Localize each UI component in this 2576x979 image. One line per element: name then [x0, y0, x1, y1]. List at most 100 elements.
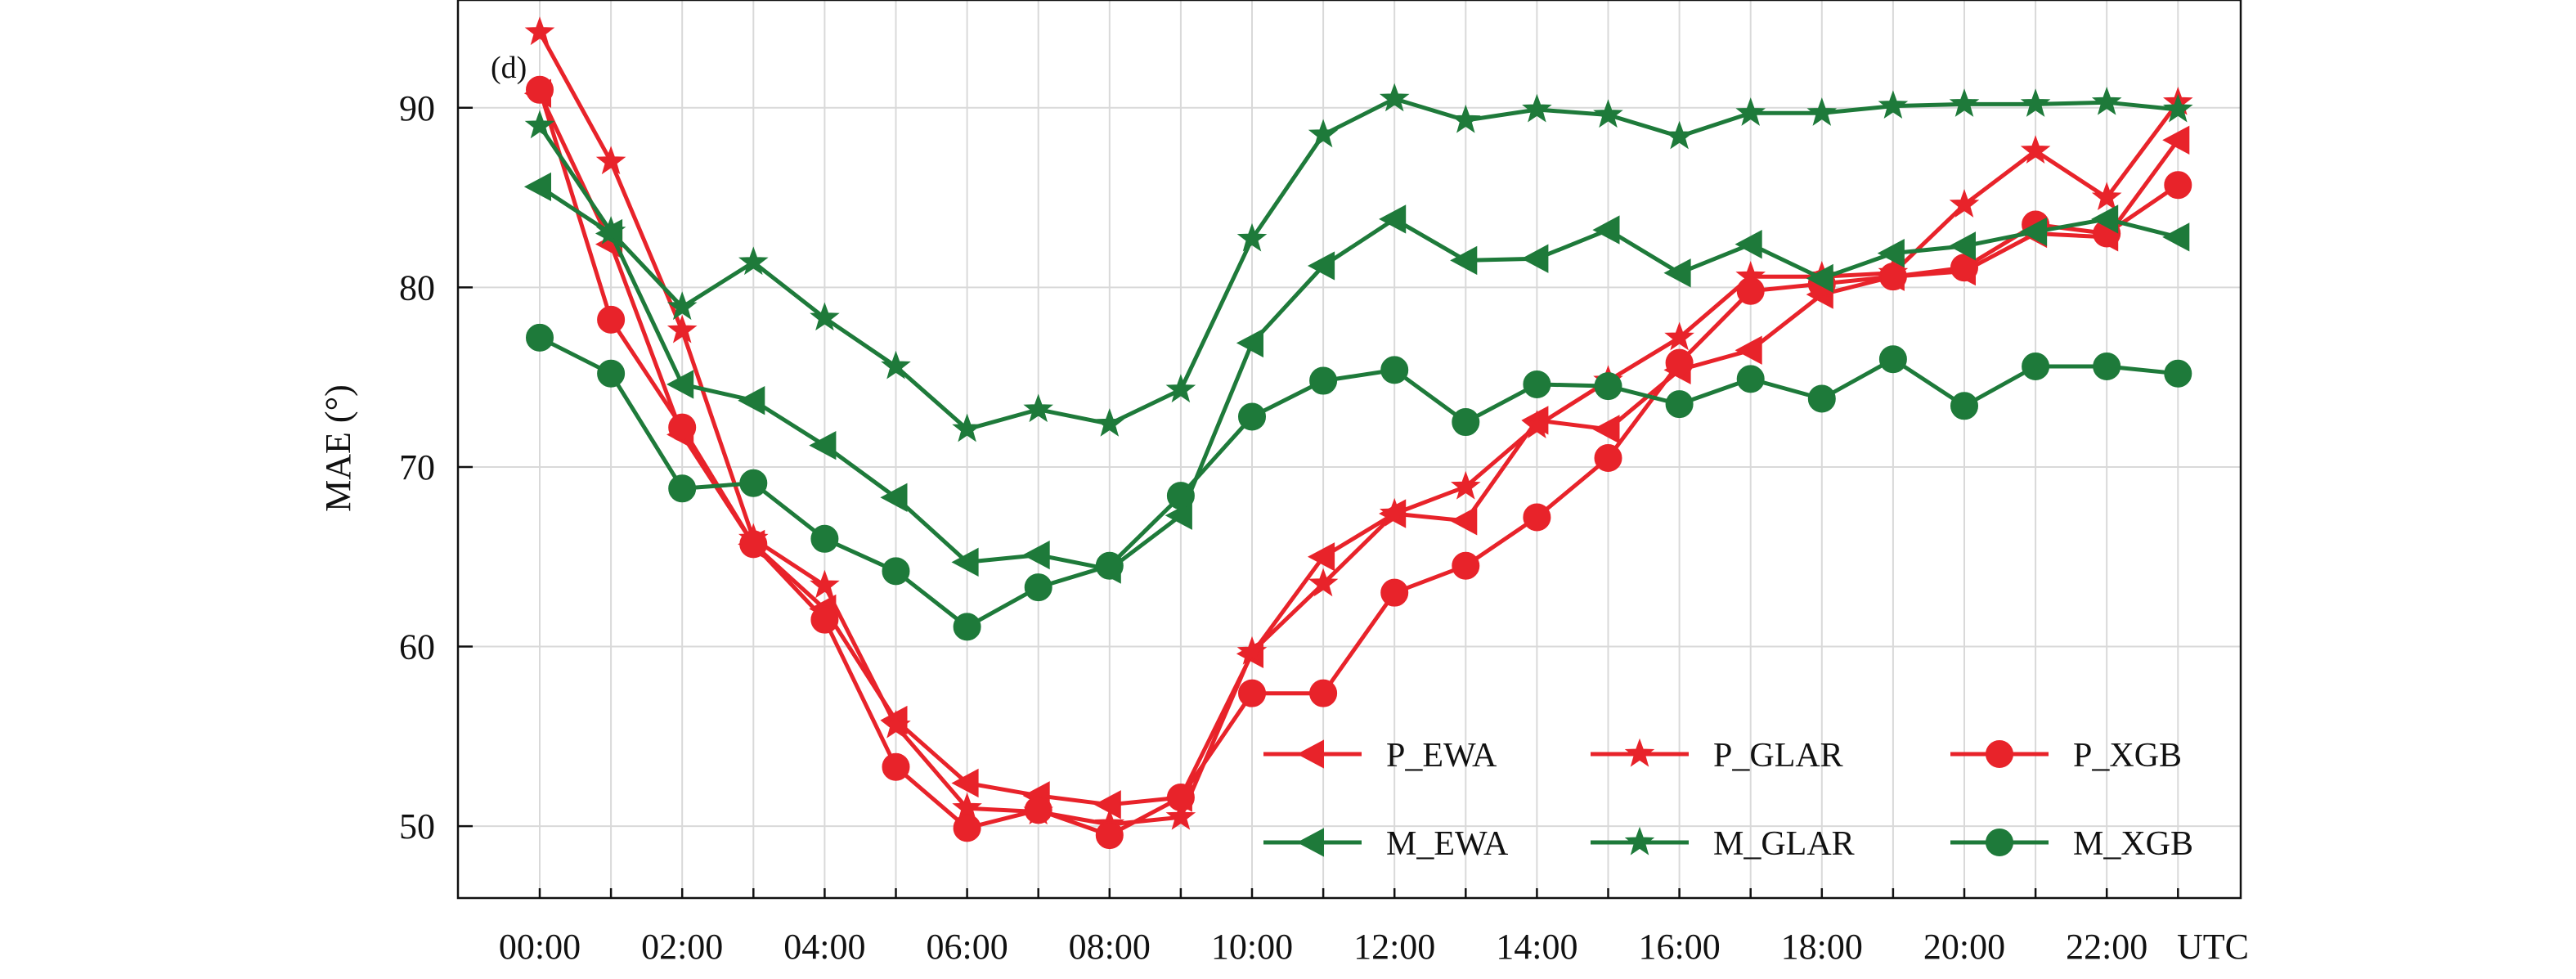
- data-point: [1806, 263, 1833, 294]
- data-point: [526, 323, 554, 352]
- data-point: [1736, 365, 1765, 393]
- data-point: [952, 793, 982, 821]
- data-point: [2019, 217, 2048, 246]
- data-point: [2163, 93, 2193, 123]
- data-point: [668, 474, 697, 503]
- data-point: [1309, 366, 1338, 395]
- x-tick-label: 18:00: [1781, 927, 1863, 967]
- series-p-ewa: [523, 79, 2190, 820]
- data-point: [1380, 356, 1409, 384]
- data-point: [1023, 393, 1053, 423]
- data-point: [951, 547, 979, 577]
- data-point: [1238, 679, 1266, 707]
- legend-label: M_EWA: [1386, 825, 1509, 863]
- data-point: [1949, 88, 1980, 117]
- data-point: [1451, 470, 1481, 500]
- data-point: [1093, 790, 1121, 820]
- data-point: [881, 710, 911, 739]
- data-point: [1379, 204, 1407, 234]
- legend-item-p-glar: P_GLAR: [1591, 737, 1843, 775]
- data-point: [1523, 370, 1551, 398]
- data-point: [666, 370, 694, 399]
- data-point: [2022, 352, 2050, 380]
- x-tick-label: 04:00: [783, 927, 865, 967]
- data-point: [1166, 784, 1195, 812]
- data-point: [1735, 229, 1762, 259]
- data-point: [2091, 204, 2119, 234]
- data-point: [597, 359, 626, 388]
- x-tick-label: 22:00: [2066, 927, 2147, 967]
- data-point: [668, 413, 697, 442]
- y-tick-label: 60: [399, 627, 435, 667]
- x-tick-label: 08:00: [1069, 927, 1151, 967]
- panel-label: (d): [491, 51, 527, 85]
- data-point: [1379, 497, 1410, 527]
- data-point: [1452, 551, 1480, 580]
- series-m-xgb: [526, 323, 2192, 641]
- x-tick-label: 16:00: [1638, 927, 1720, 967]
- data-point: [2162, 222, 2190, 252]
- data-point: [1949, 189, 1980, 218]
- data-point: [2164, 171, 2192, 200]
- series-line: [538, 185, 2179, 572]
- data-point: [1165, 374, 1196, 403]
- series-line: [537, 89, 2179, 838]
- series-m-ewa: [523, 172, 2190, 584]
- data-point: [1948, 231, 1976, 261]
- x-tick-label: 14:00: [1496, 927, 1577, 967]
- data-point: [1022, 540, 1050, 570]
- data-point: [810, 302, 840, 331]
- data-point: [1236, 222, 1268, 252]
- data-point: [1236, 635, 1268, 665]
- series-line: [537, 92, 2180, 807]
- data-point: [1521, 244, 1549, 273]
- data-point: [1165, 802, 1196, 830]
- data-point: [1094, 408, 1125, 437]
- legend-marker: [1296, 828, 1324, 857]
- data-point: [1735, 97, 1766, 126]
- y-axis-title: MAE (°): [318, 384, 358, 512]
- data-point: [2091, 182, 2122, 211]
- axes: 50 60 70 80 90 00:00 02:00 04:00 06:00 08:00 10:00…: [399, 88, 2179, 967]
- data-point: [1523, 503, 1551, 532]
- data-point: [1095, 551, 1124, 580]
- data-point: [2020, 88, 2051, 117]
- data-point: [523, 172, 551, 202]
- data-point: [1592, 215, 1620, 245]
- legend-label: P_GLAR: [1713, 737, 1843, 775]
- data-point: [882, 752, 910, 781]
- legend-item-m-xgb: M_XGB: [1950, 825, 2193, 863]
- data-point: [595, 146, 626, 175]
- data-point: [666, 314, 698, 344]
- data-point: [597, 305, 626, 334]
- data-point: [1592, 415, 1620, 444]
- data-point: [1308, 568, 1339, 597]
- data-point: [951, 768, 979, 798]
- data-point: [666, 291, 698, 321]
- data-point: [2162, 125, 2190, 155]
- data-point: [1307, 542, 1335, 572]
- data-point: [810, 605, 839, 634]
- legend-label: P_XGB: [2073, 737, 2182, 775]
- data-point: [1593, 99, 1623, 128]
- data-point: [1308, 119, 1339, 148]
- data-point: [1450, 245, 1478, 276]
- data-point: [882, 557, 910, 586]
- data-point: [2091, 87, 2122, 115]
- y-tick-label: 50: [399, 806, 435, 847]
- series-line: [538, 335, 2179, 629]
- data-point: [1665, 348, 1694, 377]
- data-point: [2093, 352, 2121, 380]
- data-point: [1806, 97, 1838, 126]
- data-point: [526, 75, 554, 104]
- series-line: [537, 97, 2179, 432]
- data-point: [738, 386, 765, 415]
- data-point: [881, 350, 911, 379]
- x-tick-label: 12:00: [1353, 927, 1435, 967]
- data-point: [809, 430, 837, 460]
- data-point: [1522, 410, 1552, 438]
- series-p-xgb: [526, 75, 2192, 850]
- x-tick-label: 02:00: [641, 927, 723, 967]
- data-point: [1594, 372, 1622, 401]
